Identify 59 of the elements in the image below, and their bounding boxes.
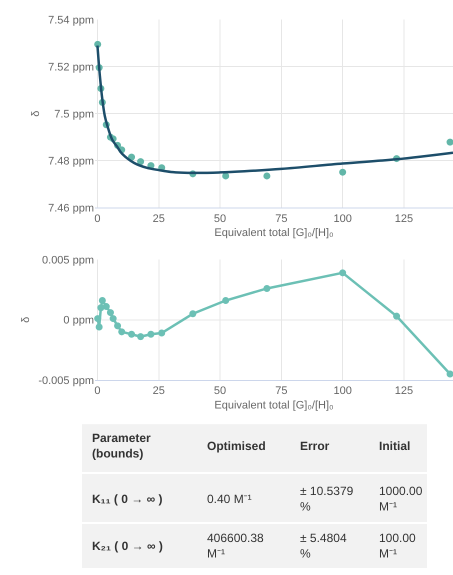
point [339, 168, 346, 176]
text: Optimised [207, 439, 266, 453]
x-tick-label: 50 [214, 212, 226, 225]
point [339, 269, 346, 276]
y-tick-label: 0.005 ppm [42, 254, 94, 266]
text: Parameter (bounds) [92, 431, 152, 461]
point [106, 309, 114, 316]
x-tick-label: 25 [152, 212, 165, 225]
text: 100.00 M⁻¹ [379, 531, 416, 561]
y-tick-label: 7.46 ppm [48, 202, 94, 215]
x-tick-label: 75 [275, 385, 288, 398]
point [393, 312, 400, 320]
point [158, 330, 166, 337]
x-tick-label: 0 [94, 385, 101, 398]
x-tick-label: 125 [394, 212, 414, 225]
x-tick-label: 100 [333, 212, 352, 225]
point [222, 172, 230, 180]
point [114, 322, 122, 330]
x-tick-label: 50 [214, 385, 226, 398]
y-tick-label: 7.54 ppm [48, 14, 94, 27]
text: Initial [379, 439, 410, 453]
point [137, 158, 144, 166]
x-tick-label: 100 [333, 385, 352, 398]
x-axis-title: Equivalent total [G]₀/[H]₀ [214, 227, 334, 240]
text: ± 5.4804 % [300, 531, 347, 561]
y-tick-label: 7.5 ppm [54, 108, 94, 121]
y-axis-title: δ [20, 316, 32, 323]
point [94, 315, 102, 322]
point [263, 284, 270, 292]
y-tick-label: 7.48 ppm [48, 156, 94, 168]
x-tick-label: 25 [152, 385, 165, 398]
y-axis-title: δ [30, 110, 42, 117]
point [118, 328, 126, 336]
text: K₁₁ ( 0 → ∞ ) [92, 492, 162, 506]
point [222, 297, 230, 304]
x-tick-label: 75 [275, 212, 288, 225]
text: ± 10.5379 % [300, 484, 354, 514]
text: 1000.00 M⁻¹ [379, 484, 423, 514]
text: K₂₁ ( 0 → ∞ ) [92, 539, 163, 553]
y-tick-label: 0 ppm [63, 314, 94, 327]
point [263, 172, 270, 180]
point [98, 297, 106, 304]
text: 406600.38 M⁻¹ [207, 531, 264, 561]
point [446, 138, 453, 146]
point [102, 303, 110, 310]
text: Error [300, 439, 330, 453]
point [137, 333, 144, 340]
x-tick-label: 125 [394, 385, 414, 398]
x-axis-title: Equivalent total [G]₀/[H]₀ [214, 399, 334, 412]
x-tick-label: 0 [94, 212, 101, 225]
text: 0.40 M⁻¹ [207, 492, 252, 506]
point [189, 310, 196, 318]
point [96, 324, 103, 331]
y-tick-label: 7.52 ppm [48, 62, 94, 74]
y-tick-label: -0.005 ppm [38, 374, 94, 387]
point [446, 370, 453, 378]
point [128, 330, 136, 338]
point [147, 330, 154, 338]
point [110, 315, 117, 322]
